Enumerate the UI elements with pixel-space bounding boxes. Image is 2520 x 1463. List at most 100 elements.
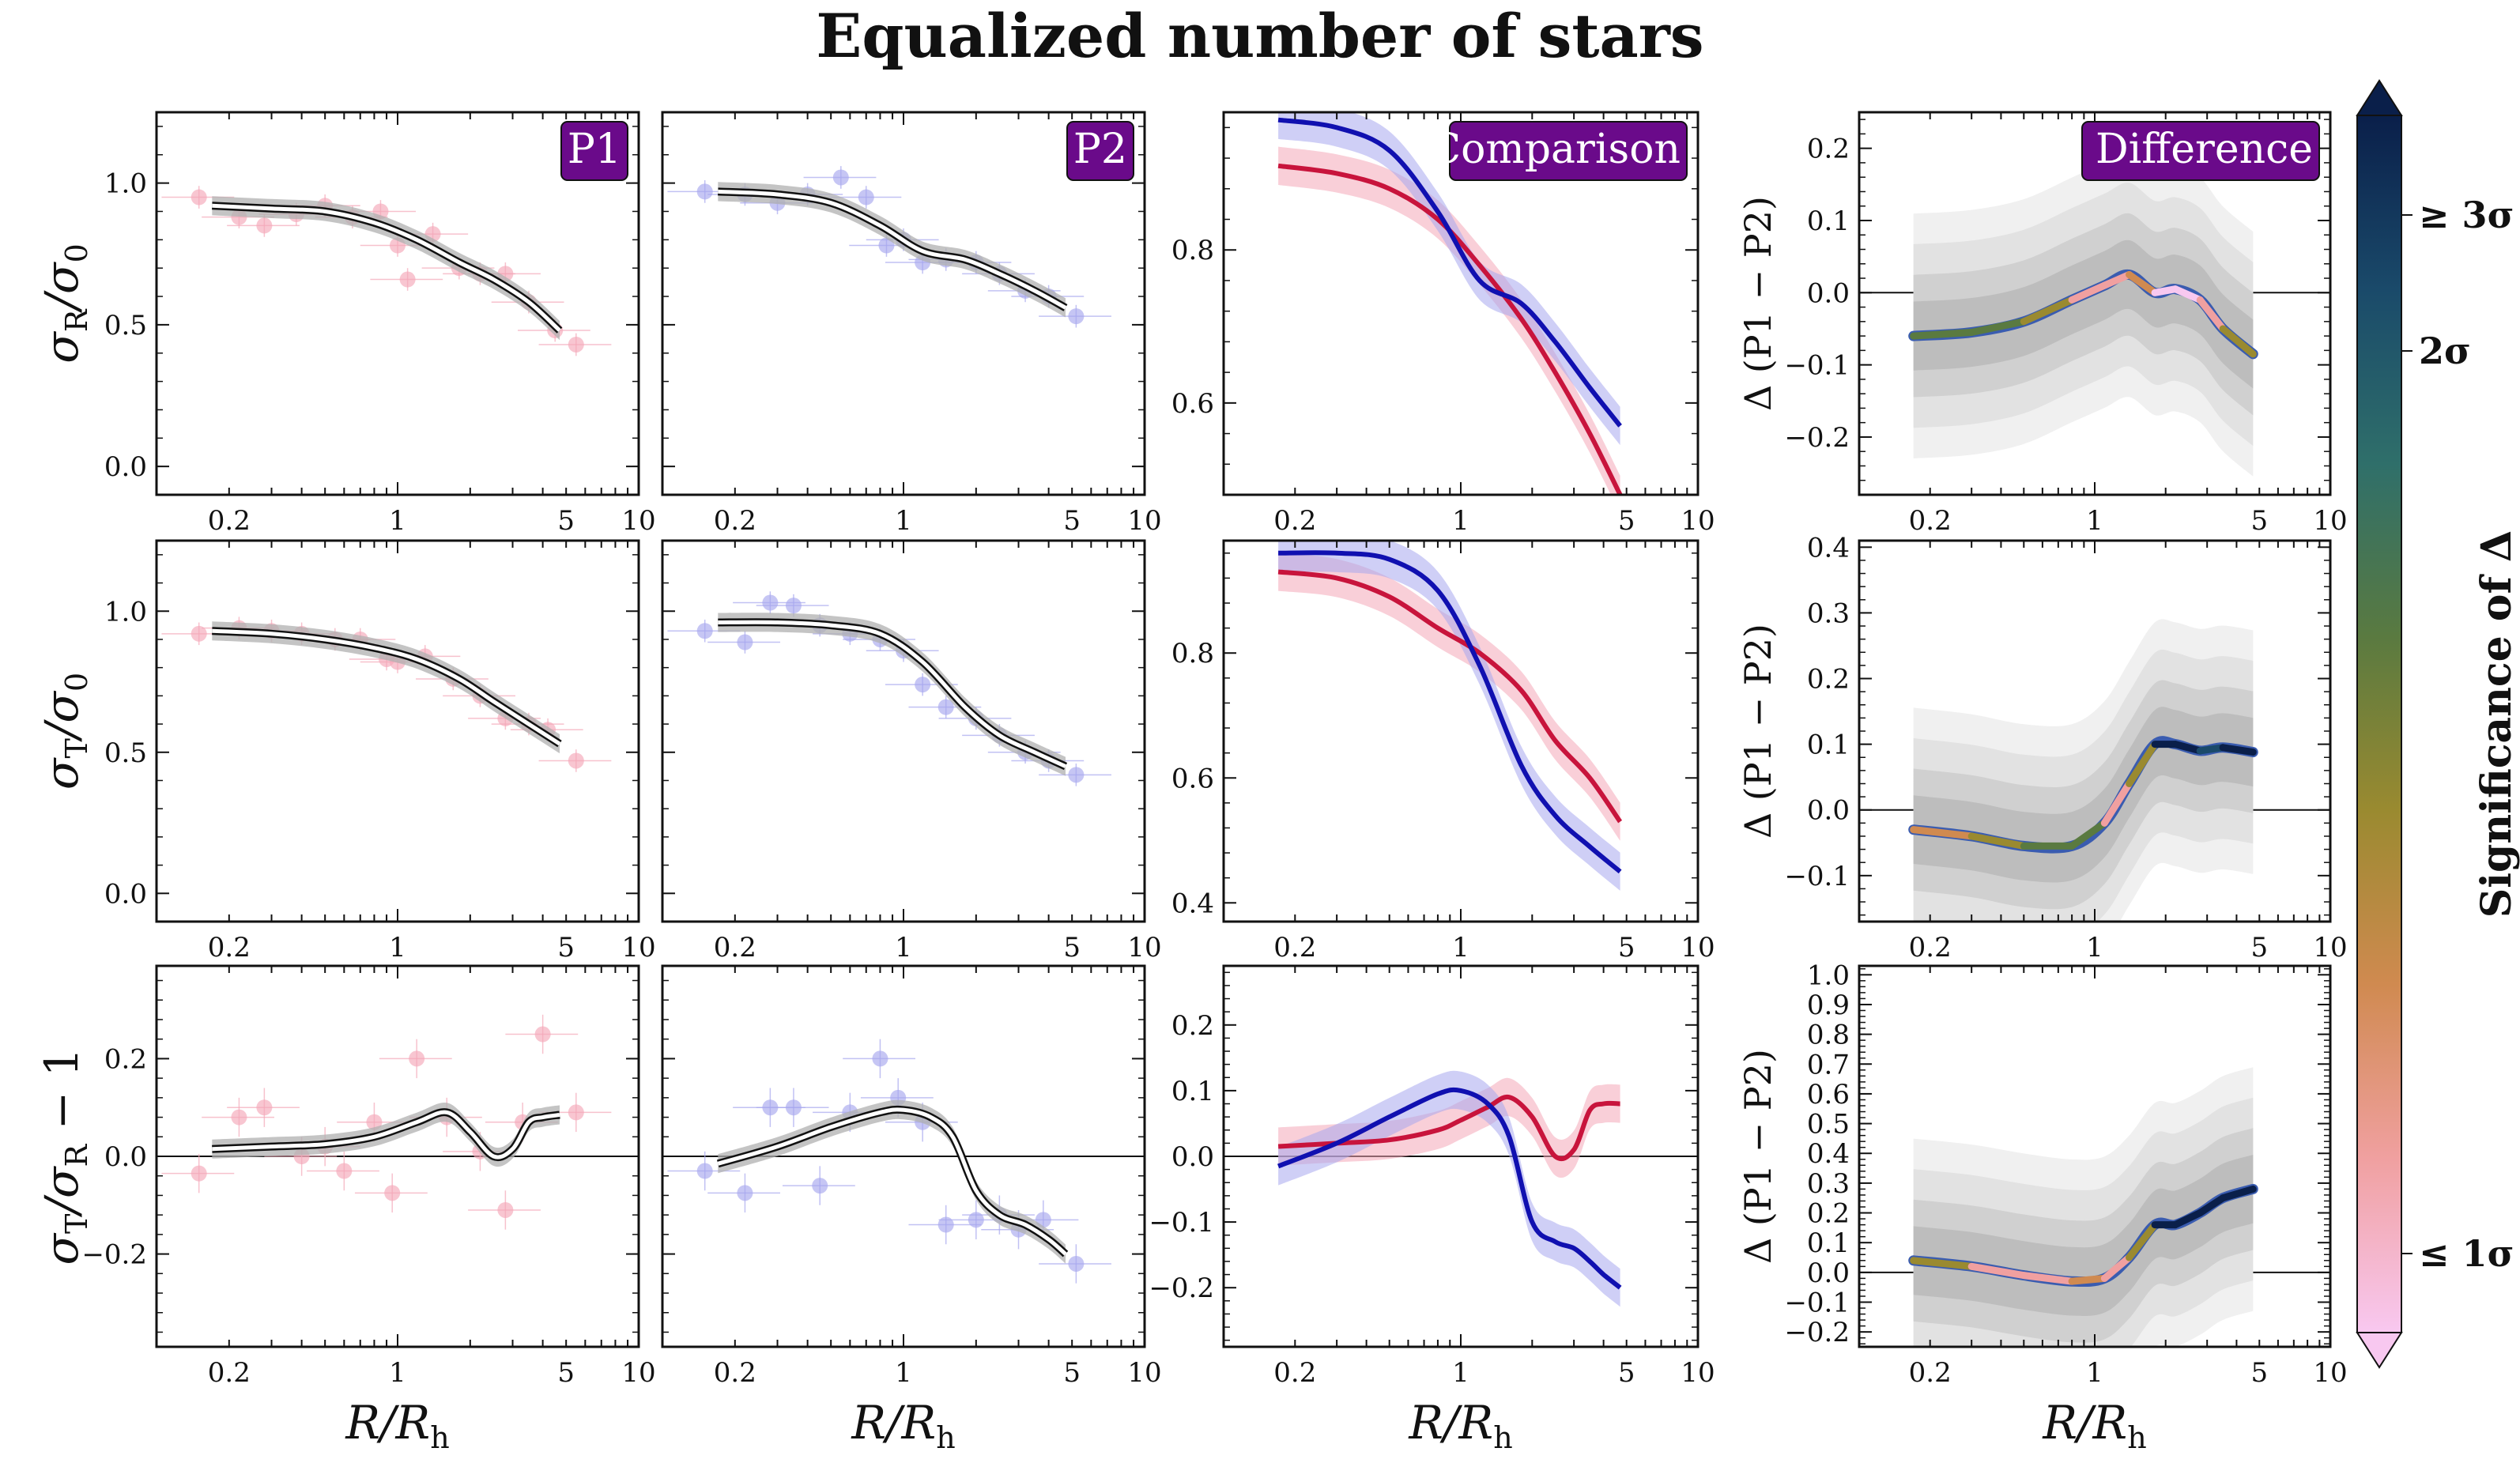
x-tick-label: 5 (1618, 932, 1635, 963)
x-tick-label: 5 (557, 932, 575, 963)
comparison-line-P1 (1277, 163, 1623, 495)
data-point (785, 1099, 802, 1116)
x-tick-label: 10 (1681, 1357, 1715, 1389)
data-point (409, 1050, 425, 1067)
x-tick-label: 1 (389, 1357, 406, 1389)
y-label-part-sub: R (59, 308, 94, 332)
difference-line-segment (2020, 296, 2076, 326)
x-tick-label: 10 (621, 932, 655, 963)
panel-frame (1222, 539, 1699, 923)
y-tick-label: 0.0 (1807, 1258, 1850, 1289)
y-label-part-mid: /σ (35, 691, 89, 743)
y-tick-label: 0.0 (1807, 795, 1850, 827)
data-point (696, 623, 713, 639)
x-tick-label: 5 (2250, 932, 2268, 963)
difference-line-segment (2219, 325, 2257, 358)
data-point (785, 598, 802, 614)
x-tick-label: 10 (621, 505, 655, 537)
comparison-line-P2 (1278, 550, 1622, 874)
x-axis-label: R/Rh (851, 1396, 955, 1455)
y-tick-label: −0.1 (1149, 1207, 1214, 1239)
data-point (872, 1050, 888, 1067)
colorbar-bottom-arrow (2356, 1332, 2403, 1369)
panel-tag-difference: Difference (2096, 126, 2313, 173)
difference-line-segment (2171, 285, 2204, 304)
x-axis-label: R/Rh (2042, 1396, 2146, 1455)
x-label-subscript: h (936, 1420, 955, 1455)
comparison-band-P1 (1278, 146, 1620, 495)
x-tick-label: 0.2 (1273, 1357, 1316, 1389)
x-tick-label: 1 (1452, 932, 1469, 963)
x-tick-label: 10 (1127, 932, 1161, 963)
y-tick-label: 0.0 (104, 1141, 147, 1173)
y-tick-label: 0.0 (104, 451, 147, 483)
fit-line (212, 1110, 560, 1159)
colorbar-top-arrow (2356, 79, 2403, 116)
x-tick-label: 0.2 (1273, 505, 1316, 537)
panel-r2-c2: 0.2 1 5 10 −0.2 −0.1 0.0 0.1 0.2 R/Rh (1149, 964, 1715, 1455)
y-tick-label: 0.4 (1807, 532, 1850, 564)
difference-line-segment (2068, 819, 2108, 850)
colorbar-bar (2356, 115, 2402, 1333)
y-tick-label: −0.2 (1784, 1317, 1850, 1348)
difference-line-segment (2100, 270, 2133, 289)
difference-line-segment (1967, 832, 2028, 850)
data-point (256, 1099, 273, 1116)
significance-band (1913, 239, 2254, 389)
x-tick-label: 5 (557, 1357, 575, 1389)
y-tick-label: −0.1 (1784, 350, 1850, 382)
x-tick-label: 1 (895, 932, 912, 963)
panel-plot-area (161, 616, 612, 772)
y-label-part-mid: /σ (35, 262, 89, 314)
panel-r1-c2: 0.2 1 5 10 0.4 0.6 0.8 (1171, 539, 1715, 963)
x-tick-label: 10 (621, 1357, 655, 1389)
data-point (191, 1165, 207, 1182)
y-label-part-sub2: 0 (59, 243, 94, 262)
difference-line-segment (2171, 1209, 2204, 1229)
x-tick-label: 1 (2086, 932, 2103, 963)
panel-plot-area (161, 186, 612, 356)
comparison-line-P2 (1277, 1087, 1622, 1290)
panel-r0-c2: 0.2 1 5 10 0.6 0.8 Comparison (1171, 111, 1715, 537)
y-axis-label-row1: σT/σ0 (35, 673, 94, 790)
x-tick-label: 0.2 (1909, 932, 1952, 963)
panel-plot-area (1277, 541, 1623, 891)
panel-r2-c0: 0.2 1 5 10 −0.2 0.0 0.2 σT/σR − 1 R/Rh (35, 964, 656, 1455)
difference-line-segment (2196, 296, 2227, 333)
data-point (497, 1201, 514, 1218)
comparison-line-P1 (1277, 569, 1623, 824)
y-tick-label: 0.0 (1171, 1141, 1214, 1173)
y-tick-label: 0.2 (104, 1043, 147, 1075)
y-tick-label: 0.1 (1807, 730, 1850, 761)
y-label-part-sub2: 0 (59, 673, 94, 692)
data-point (832, 169, 849, 186)
panel-plot-area (667, 591, 1111, 786)
x-axis-label: R/Rh (345, 1396, 449, 1455)
panel-tag-comparison: Comparison (1429, 126, 1681, 173)
panel-frame (661, 539, 1146, 923)
y-tick-label: 0.5 (104, 310, 147, 341)
y-tick-label: 0.3 (1807, 1168, 1850, 1200)
panel-tag-box (560, 121, 628, 181)
fit-band (718, 613, 1066, 776)
x-tick-label: 1 (389, 505, 406, 537)
data-point (568, 752, 584, 769)
panel-frame (155, 539, 640, 923)
colorbar-tick-label: ≤ 1σ (2419, 1232, 2514, 1275)
x-label-main: R/R (2042, 1396, 2127, 1450)
y-tick-label: 0.8 (1171, 638, 1214, 669)
fit-band (718, 1099, 1066, 1264)
y-tick-label: 0.2 (1807, 134, 1850, 165)
y-tick-label: 0.2 (1807, 1198, 1850, 1230)
data-point (937, 1216, 954, 1233)
y-tick-label: 0.6 (1807, 1079, 1850, 1110)
y-tick-label: 0.1 (1171, 1076, 1214, 1107)
y-tick-label: 0.2 (1807, 664, 1850, 696)
y-tick-label: 0.6 (1171, 388, 1214, 420)
x-tick-label: 10 (1127, 505, 1161, 537)
panel-r1-c3: 0.2 1 5 10 −0.1 0.0 0.1 0.2 0.3 0.4 Δ (P1 − P2) (1737, 532, 2348, 963)
panel-r0-c1: 0.2 1 5 10 P2 (661, 111, 1162, 537)
difference-line-segment (1910, 826, 1975, 840)
comparison-line-P2 (1277, 117, 1622, 428)
